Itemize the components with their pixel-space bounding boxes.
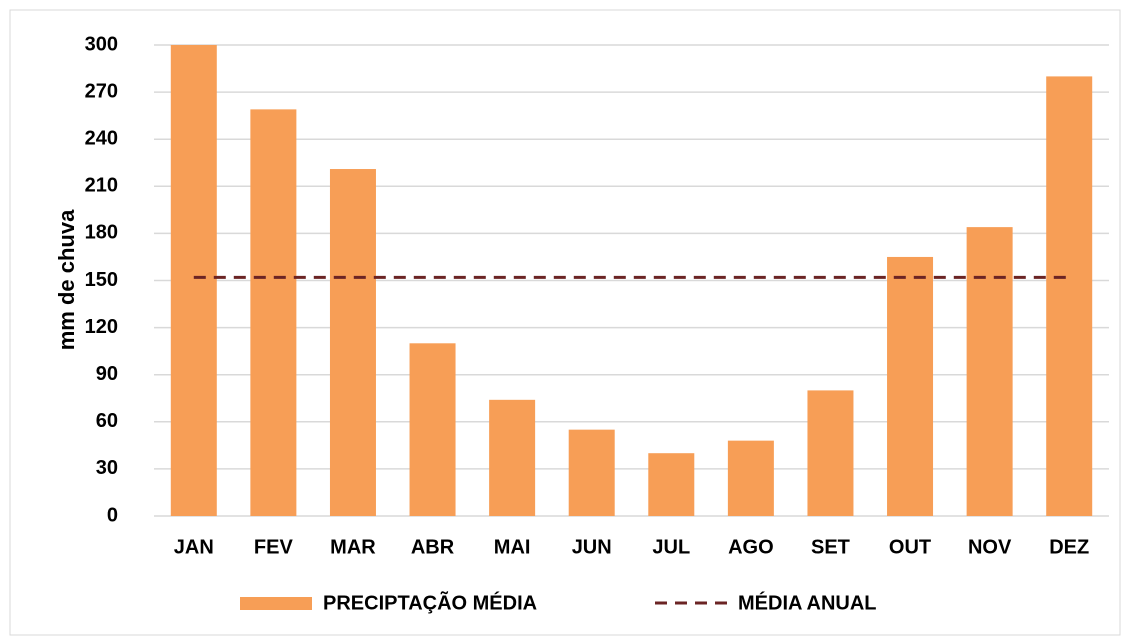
- legend-swatch: [240, 597, 312, 610]
- y-tick-label: 300: [85, 33, 118, 55]
- x-tick-label: AGO: [728, 536, 774, 558]
- bar: [170, 45, 217, 516]
- legend-label: MÉDIA ANUAL: [738, 591, 877, 614]
- x-tick-label: JAN: [174, 536, 214, 558]
- x-tick-label: SET: [811, 536, 850, 558]
- y-tick-label: 120: [85, 316, 118, 338]
- x-tick-label: JUL: [652, 536, 690, 558]
- bar: [727, 440, 774, 516]
- bar: [489, 399, 536, 516]
- bar: [966, 227, 1013, 516]
- y-tick-label: 60: [96, 410, 118, 432]
- y-axis-label: mm de chuva: [54, 209, 79, 350]
- x-tick-label: JUN: [572, 536, 612, 558]
- legend-label: PRECIPTAÇÃO MÉDIA: [323, 591, 537, 614]
- x-tick-label: MAI: [494, 536, 531, 558]
- bar: [1046, 76, 1093, 517]
- bar: [568, 429, 615, 516]
- y-tick-label: 150: [85, 269, 118, 291]
- y-tick-label: 180: [85, 222, 118, 244]
- y-tick-label: 0: [107, 504, 118, 526]
- bar: [807, 390, 854, 516]
- x-tick-label: OUT: [889, 536, 931, 558]
- chart-frame: [9, 9, 1121, 636]
- x-tick-label: MAR: [330, 536, 376, 558]
- y-tick-label: 240: [85, 127, 118, 149]
- x-tick-label: DEZ: [1049, 536, 1089, 558]
- y-tick-label: 210: [85, 175, 118, 197]
- x-tick-label: ABR: [411, 536, 455, 558]
- y-tick-label: 30: [96, 457, 118, 479]
- x-tick-label: NOV: [968, 536, 1012, 558]
- bar: [250, 109, 297, 517]
- bar: [648, 453, 695, 516]
- bar: [329, 169, 376, 516]
- y-tick-label: 90: [96, 363, 118, 385]
- bar: [409, 343, 456, 516]
- x-tick-label: FEV: [254, 536, 294, 558]
- y-tick-label: 270: [85, 80, 118, 102]
- bar: [887, 256, 934, 516]
